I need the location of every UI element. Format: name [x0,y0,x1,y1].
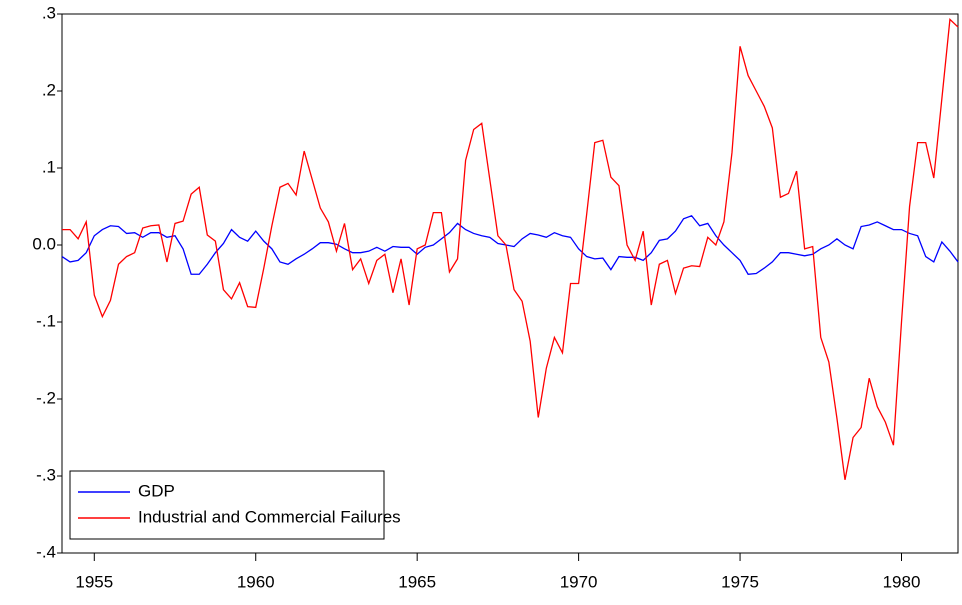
x-tick-label: 1980 [883,572,921,591]
x-tick-label: 1965 [398,572,436,591]
y-tick-label: .3 [42,3,56,22]
x-tick-label: 1960 [237,572,275,591]
x-tick-label: 1970 [560,572,598,591]
y-tick-label: -.3 [36,465,56,484]
y-tick-label: .1 [42,157,56,176]
series-line [61,214,959,275]
legend-label: GDP [138,481,175,500]
y-tick-label: 0.0 [32,234,56,253]
legend-label: Industrial and Commercial Failures [138,507,401,526]
y-tick-label: .2 [42,80,56,99]
plot-frame [61,13,959,554]
y-tick-label: -.1 [36,311,56,330]
y-tick-label: -.2 [36,388,56,407]
x-tick-label: 1975 [721,572,759,591]
series-line [62,18,959,480]
legend-box [69,470,385,540]
y-tick-label: -.4 [36,542,56,561]
x-tick-label: 1955 [75,572,113,591]
